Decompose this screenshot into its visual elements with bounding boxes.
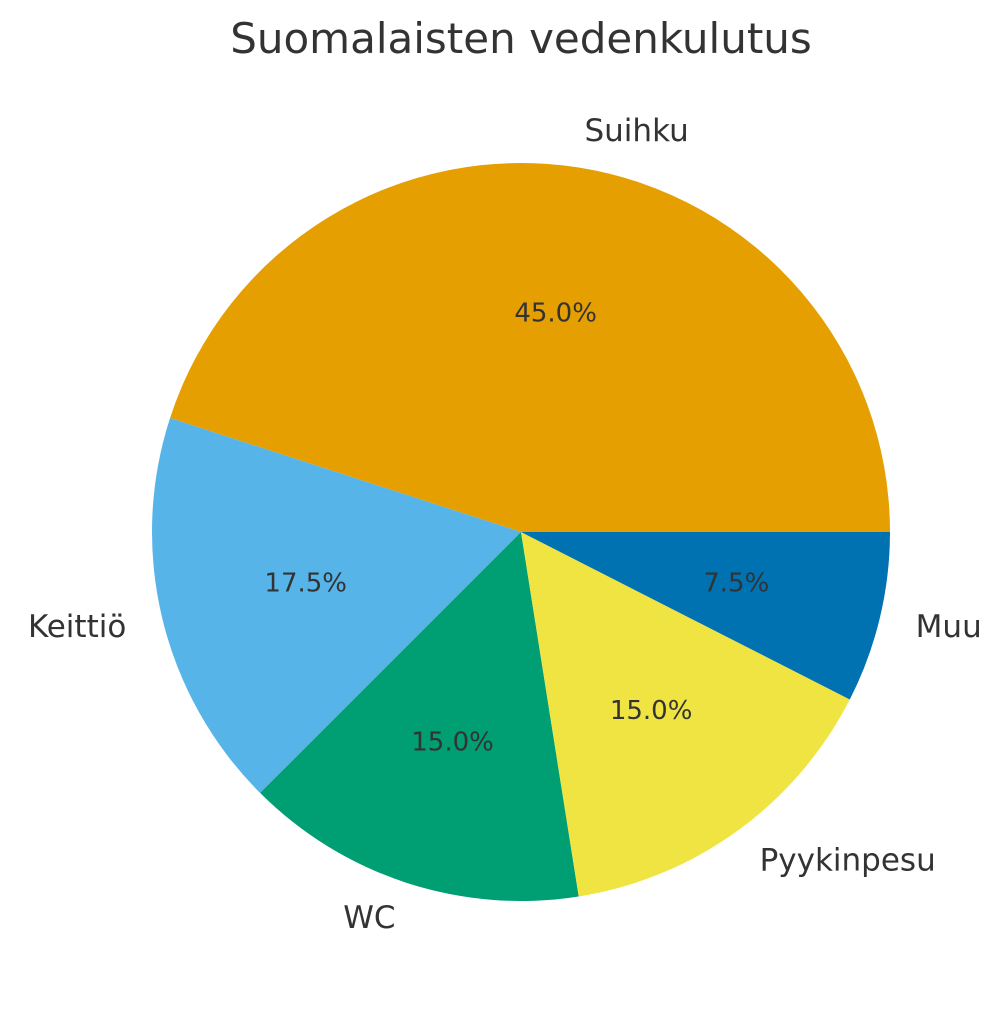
pie-slices (151, 163, 890, 901)
category-label-muu: Muu (916, 609, 982, 645)
percentage-labels: 45.0% 17.5% 15.0% 15.0% 7.5% (264, 298, 769, 757)
pct-label-suihku: 45.0% (514, 298, 597, 328)
pie-slice-suihku (170, 163, 890, 532)
pct-label-muu: 7.5% (703, 569, 769, 599)
chart-title: Suomalaisten vedenkulutus (230, 14, 812, 63)
category-labels: Suihku Keittiö WC Pyykinpesu Muu (28, 113, 982, 936)
pct-label-pyykinpesu: 15.0% (610, 696, 693, 726)
category-label-pyykinpesu: Pyykinpesu (760, 842, 936, 878)
category-label-suihku: Suihku (584, 113, 688, 149)
pct-label-wc: 15.0% (411, 728, 494, 758)
pie-slice-muu (521, 532, 890, 700)
pct-label-keittio: 17.5% (264, 569, 347, 599)
category-label-keittio: Keittiö (28, 609, 126, 645)
pie-slice-pyykinpesu (521, 532, 850, 897)
pie-slice-keittio (151, 417, 521, 793)
pie-slice-wc (260, 532, 579, 901)
category-label-wc: WC (343, 900, 395, 936)
